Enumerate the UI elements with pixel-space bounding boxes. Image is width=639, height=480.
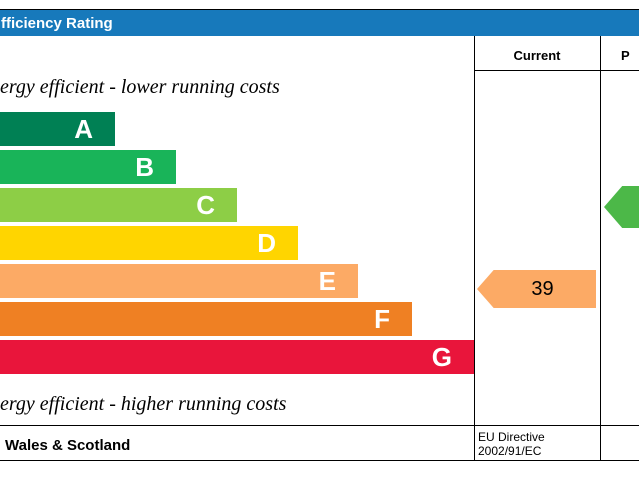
band-G: G	[0, 340, 474, 374]
footer-divider	[0, 425, 639, 426]
eu-directive: EU Directive 2002/91/EC	[478, 430, 545, 458]
column-header-current: Current	[513, 48, 561, 63]
column-divider-potential	[600, 36, 601, 460]
band-letter: C	[196, 190, 215, 220]
eu-directive-line1: EU Directive	[478, 430, 545, 444]
band-D: D	[0, 226, 298, 260]
top-note: ergy efficient - lower running costs	[0, 76, 280, 98]
column-header-potential: P	[621, 48, 630, 63]
band-letter: B	[135, 152, 154, 182]
band-letter: F	[374, 304, 390, 334]
band-letter: A	[74, 114, 93, 144]
column-divider-current	[474, 36, 475, 460]
table-bottom-border	[0, 460, 639, 461]
footer-region-label: Wales & Scotland	[5, 437, 131, 454]
band-A: A	[0, 112, 115, 146]
header-underline	[474, 70, 639, 71]
band-B: B	[0, 150, 176, 184]
bottom-note: ergy efficient - higher running costs	[0, 393, 287, 415]
band-F: F	[0, 302, 412, 336]
current-rating-value: 39	[531, 277, 554, 300]
current-rating-arrow: 39	[477, 270, 596, 308]
eu-directive-line2: 2002/91/EC	[478, 444, 542, 458]
potential-rating-arrow	[604, 186, 639, 228]
band-letter: G	[431, 342, 452, 372]
title-bar: fficiency Rating	[0, 9, 639, 36]
band-C: C	[0, 188, 237, 222]
band-letter: D	[257, 228, 276, 258]
band-letter: E	[318, 266, 336, 296]
band-E: E	[0, 264, 358, 298]
chart-title: fficiency Rating	[1, 14, 113, 32]
